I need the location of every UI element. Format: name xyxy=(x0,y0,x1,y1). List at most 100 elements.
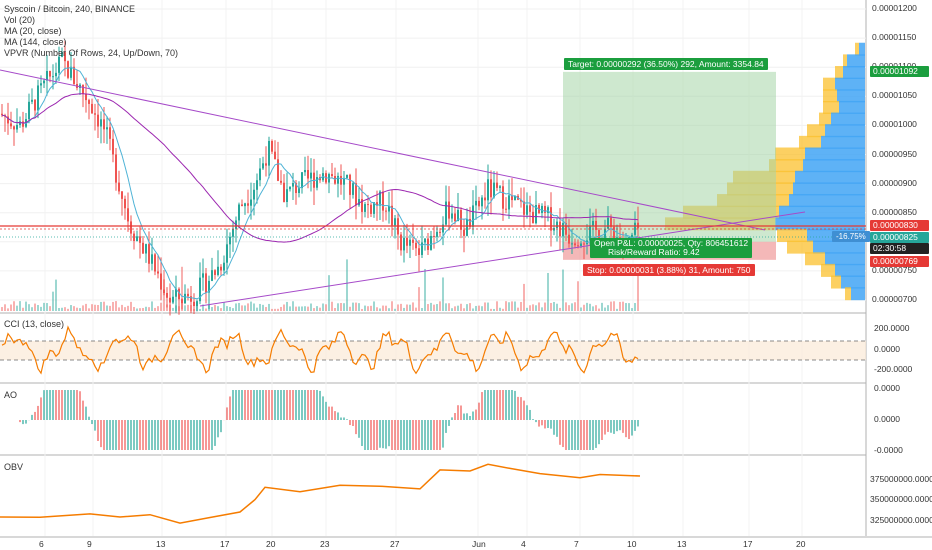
volume-bar xyxy=(355,302,357,311)
volume-bar xyxy=(310,303,312,311)
price-axis-tick: 0.00001000 xyxy=(872,119,917,130)
candle-body xyxy=(181,299,183,304)
volume-bar xyxy=(22,307,24,311)
volume-bar xyxy=(412,302,414,311)
candle-body xyxy=(460,209,462,230)
volume-bar xyxy=(448,303,450,311)
candle-body xyxy=(445,201,447,225)
candle-body xyxy=(289,186,291,190)
volume-bar xyxy=(598,308,600,311)
candle-body xyxy=(16,124,18,130)
legend-vol[interactable]: Vol (20) xyxy=(4,15,36,25)
volume-bar xyxy=(286,301,288,311)
volume-profile-down xyxy=(821,263,835,277)
cci-label[interactable]: CCI (13, close) xyxy=(4,319,65,329)
candle-body xyxy=(193,301,195,307)
candle-body xyxy=(274,151,276,160)
candle-body xyxy=(421,242,423,255)
volume-bar xyxy=(70,305,72,311)
volume-bar xyxy=(283,304,285,311)
position-zones xyxy=(563,71,776,260)
candle-body xyxy=(394,218,396,226)
candle-body xyxy=(316,177,318,188)
volume-profile-up xyxy=(831,112,865,126)
volume-bar xyxy=(331,301,333,311)
volume-bar xyxy=(484,302,486,311)
candle-body xyxy=(385,210,387,212)
candle-body xyxy=(37,85,39,111)
legend-ma20[interactable]: MA (20, close) xyxy=(4,26,62,36)
volume-profile-up xyxy=(851,287,865,301)
time-axis-tick: 13 xyxy=(156,539,166,549)
candle-body xyxy=(541,205,543,214)
price-axis-tick: 0.00001050 xyxy=(872,90,917,101)
volume-bar xyxy=(325,304,327,311)
candle-body xyxy=(22,121,24,127)
candle-body xyxy=(499,186,501,188)
obv-label[interactable]: OBV xyxy=(4,462,24,472)
volume-bar xyxy=(46,303,48,311)
volume-bar xyxy=(478,305,480,311)
candle-body xyxy=(112,138,114,155)
volume-profile-up xyxy=(805,147,865,161)
volume-bar xyxy=(634,303,636,311)
volume-bar xyxy=(367,306,369,311)
current-price-tag: 0.00000825 xyxy=(870,232,929,243)
candle-body xyxy=(190,296,192,302)
volume-bar xyxy=(205,308,207,311)
symbol-title[interactable]: Syscoin / Bitcoin, 240, BINANCE xyxy=(4,4,136,14)
volume-bar xyxy=(271,308,273,311)
price-axis-tick: 0.00000900 xyxy=(872,177,917,188)
volume-bar xyxy=(574,302,576,311)
volume-bar xyxy=(490,308,492,311)
volume-bar xyxy=(547,272,549,311)
volume-bar xyxy=(64,307,66,311)
volume-bar xyxy=(445,303,447,311)
ao-axis-tick: 0.0000 xyxy=(874,383,900,393)
time-axis-tick: 20 xyxy=(796,539,806,549)
volume-profile-up xyxy=(821,135,865,149)
candle-body xyxy=(142,242,144,254)
volume-bar xyxy=(211,307,213,311)
candle-body xyxy=(613,226,615,242)
volume-profile-down xyxy=(787,240,813,254)
risk-reward-text: Risk/Reward Ratio: 9.42 xyxy=(608,247,700,257)
volume-bar xyxy=(13,301,15,311)
candle-body xyxy=(361,199,363,212)
volume-bar xyxy=(601,302,603,311)
candle-body xyxy=(64,52,66,62)
volume-bar xyxy=(610,301,612,311)
volume-bar xyxy=(340,302,342,311)
volume-bar xyxy=(538,302,540,311)
candle-body xyxy=(130,221,132,234)
volume-bar xyxy=(571,303,573,311)
volume-bar xyxy=(352,302,354,311)
candle-body xyxy=(1,113,3,116)
target-label[interactable]: Target: 0.00000292 (36.50%) 292, Amount:… xyxy=(564,58,768,70)
candle-body xyxy=(73,66,75,84)
candle-body xyxy=(481,197,483,207)
time-axis-tick: 10 xyxy=(627,539,637,549)
volume-bar xyxy=(514,301,516,311)
volume-profile-up xyxy=(803,159,865,173)
open-pl-box[interactable]: Open P&L: 0.00000025, Qty: 806451612 Ris… xyxy=(590,238,753,258)
volume-bar xyxy=(430,302,432,311)
legend-vpvr[interactable]: VPVR (Number Of Rows, 24, Up/Down, 70) xyxy=(4,48,179,58)
volume-bar xyxy=(505,301,507,311)
volume-bar xyxy=(103,301,105,311)
stop-label[interactable]: Stop: 0.00000031 (3.88%) 31, Amount: 750 xyxy=(583,264,755,276)
volume-bar xyxy=(316,306,318,311)
candle-body xyxy=(178,288,180,300)
volume-bar xyxy=(292,301,294,311)
volume-bar xyxy=(148,307,150,311)
candle-body xyxy=(205,273,207,293)
candle-body xyxy=(505,208,507,210)
volume-bar xyxy=(241,305,243,311)
legend-ma144[interactable]: MA (144, close) xyxy=(4,37,67,47)
candle-body xyxy=(259,168,261,181)
volume-profile-up xyxy=(837,89,865,103)
ao-label[interactable]: AO xyxy=(4,390,18,400)
candle-body xyxy=(526,205,528,215)
volume-profile-down xyxy=(831,275,841,289)
